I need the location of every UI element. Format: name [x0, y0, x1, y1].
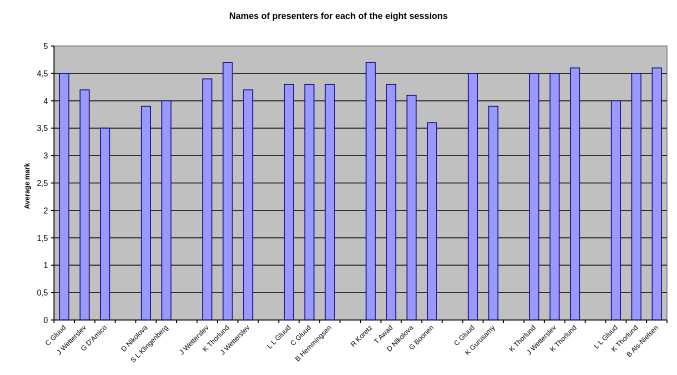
bar: [59, 73, 70, 321]
x-tick-label: L L Gluud: [266, 324, 292, 350]
y-tick-label: 0,5: [37, 289, 49, 298]
y-tick-label: 0: [44, 316, 49, 325]
bar: [488, 105, 499, 321]
y-tick-label: 3,5: [37, 124, 49, 133]
bar: [467, 73, 478, 321]
bar: [140, 105, 151, 321]
grid-lines: [54, 73, 667, 294]
x-tick-label: B Hemmingsen: [294, 324, 333, 363]
y-tick-label: 5: [44, 42, 49, 51]
bar: [365, 62, 376, 321]
x-tick-label: S L Klingenberg: [130, 324, 170, 364]
bar: [202, 78, 213, 321]
bar: [243, 89, 254, 321]
x-tick-label: R Koretz: [350, 324, 375, 349]
bar: [406, 94, 417, 321]
bar: [631, 73, 642, 321]
y-tick-label: 3: [44, 152, 49, 161]
bar: [529, 73, 540, 321]
bar: [427, 122, 438, 321]
bar: [79, 89, 90, 321]
bars: [59, 62, 662, 321]
y-tick-label: 2: [44, 206, 49, 215]
bar: [610, 100, 621, 321]
bar: [549, 73, 560, 321]
chart-title: Names of presenters for each of the eigh…: [229, 11, 448, 21]
y-tick-label: 2,5: [37, 179, 49, 188]
y-ticks: 0 0,5 1 1,5 2 2,5 3 3,5 4 4,5 5: [37, 42, 54, 325]
bar: [100, 127, 111, 321]
bar: [570, 67, 581, 321]
y-tick-label: 4: [44, 97, 49, 106]
bar: [304, 83, 315, 321]
y-tick-label: 1,5: [37, 234, 49, 243]
bar: [651, 67, 662, 321]
bar: [386, 83, 397, 321]
bar: [222, 62, 233, 321]
bar: [324, 83, 335, 321]
y-tick-label: 1: [44, 261, 49, 270]
y-tick-label: 4,5: [37, 69, 49, 78]
bar: [283, 83, 294, 321]
bar: [161, 100, 172, 321]
